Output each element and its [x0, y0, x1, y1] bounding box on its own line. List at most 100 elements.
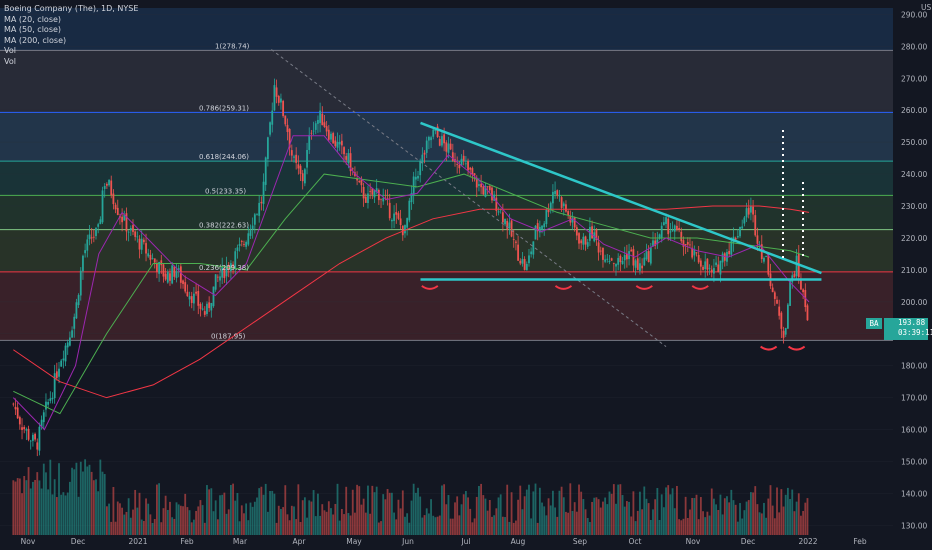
- candle-body: [541, 225, 543, 230]
- volume-bar: [32, 481, 34, 535]
- candle-body: [565, 204, 567, 212]
- candle-body: [682, 240, 685, 247]
- candle-body: [358, 180, 361, 183]
- candle-body: [177, 268, 180, 271]
- volume-bar: [760, 513, 763, 535]
- volume-bar: [190, 522, 193, 535]
- volume-bar: [151, 522, 154, 535]
- fib-zone-top: [0, 8, 893, 51]
- volume-bar: [299, 522, 302, 535]
- candle-body: [125, 213, 128, 232]
- y-tick-label: 170.00: [901, 394, 927, 403]
- candle-body: [602, 247, 604, 260]
- candle-body: [262, 181, 265, 204]
- legend-ma20[interactable]: MA (20, close): [4, 14, 62, 24]
- candle-body: [134, 231, 137, 237]
- volume-bar: [38, 480, 41, 535]
- candle-body: [784, 327, 787, 335]
- volume-bar: [673, 508, 676, 535]
- candle-body: [58, 368, 60, 377]
- volume-bar: [58, 463, 60, 535]
- volume-bar: [99, 459, 102, 535]
- legend-ma200[interactable]: MA (200, close): [4, 35, 67, 45]
- volume-bar: [179, 505, 182, 535]
- volume-bar: [536, 522, 539, 535]
- price-axis[interactable]: 290.00 280.00 270.00 260.00 250.00 240.00 230.…: [901, 3, 932, 530]
- volume-bar: [314, 516, 317, 535]
- volume-bar: [362, 498, 365, 535]
- volume-bar: [358, 486, 361, 535]
- symbol-badge: BA: [866, 318, 882, 329]
- volume-bar: [249, 502, 252, 535]
- candle-body: [129, 228, 132, 231]
- candle-body: [147, 253, 150, 257]
- candle-body: [221, 266, 224, 278]
- volume-bar: [264, 483, 267, 535]
- volume-bar: [741, 518, 744, 535]
- volume-bar: [16, 478, 19, 535]
- volume-bar: [71, 467, 73, 535]
- candle-body: [112, 193, 115, 205]
- volume-bar: [676, 485, 678, 535]
- volume-bar: [212, 511, 215, 535]
- volume-bar: [717, 509, 720, 535]
- volume-bar: [92, 480, 95, 535]
- volume-bar: [534, 483, 537, 535]
- y-tick-label: 210.00: [901, 266, 927, 275]
- candle-body: [617, 257, 620, 265]
- ma20-line: [12, 135, 810, 431]
- volume-bar: [173, 518, 176, 535]
- candle-body: [552, 191, 554, 204]
- x-tick-label: Sep: [573, 537, 587, 546]
- candle-body: [665, 217, 667, 224]
- legend-ma50[interactable]: MA (50, close): [4, 25, 62, 35]
- fib-zone: [0, 50, 893, 113]
- volume-bar: [66, 492, 69, 535]
- candle-body: [480, 183, 483, 188]
- volume-bar: [745, 501, 748, 535]
- volume-bar: [55, 497, 58, 535]
- volume-bar: [708, 515, 711, 535]
- y-tick-label: 260.00: [901, 106, 927, 115]
- bottom-arc: [691, 285, 709, 290]
- volume-bar: [782, 506, 785, 535]
- candle-body: [306, 149, 308, 168]
- volume-bar: [462, 494, 465, 535]
- volume-bar: [643, 486, 646, 535]
- volume-bar: [608, 491, 611, 535]
- legend-title[interactable]: Boeing Company (The), 1D, NYSE: [4, 4, 139, 13]
- volume-bar: [395, 519, 398, 535]
- volume-bar: [541, 502, 543, 535]
- volume-bar: [162, 508, 165, 535]
- candle-body: [462, 155, 465, 161]
- legend-vol-2[interactable]: Vol: [4, 56, 16, 66]
- volume-bar: [347, 513, 350, 535]
- candle-body: [451, 152, 454, 161]
- volume-bar: [697, 519, 700, 535]
- volume-bar: [584, 509, 587, 535]
- volume-bar: [763, 502, 765, 535]
- volume-bar: [689, 509, 691, 535]
- legend-vol-1[interactable]: Vol: [4, 46, 16, 56]
- candle-body: [739, 226, 741, 237]
- candle-body: [362, 186, 365, 199]
- volume-bar: [634, 521, 637, 535]
- volume-bar: [14, 481, 17, 535]
- volume-bar: [691, 497, 694, 535]
- candle-body: [515, 241, 517, 243]
- volume-bar: [678, 519, 681, 535]
- candle-body: [667, 218, 670, 235]
- candle-body: [343, 147, 345, 155]
- y-tick-label: 160.00: [901, 426, 927, 435]
- volume-bar: [277, 505, 280, 535]
- candle-body: [504, 218, 506, 225]
- volume-bar: [778, 512, 781, 535]
- candle-body: [421, 154, 424, 164]
- volume-bar: [804, 502, 807, 535]
- volume-bar: [251, 506, 254, 535]
- candle-body: [86, 239, 89, 251]
- time-axis[interactable]: Nov Dec 2021 Feb Mar Apr May Jun Jul Aug Sep Oct Nov…: [21, 537, 867, 546]
- volume-bar: [482, 495, 485, 535]
- volume-bar: [517, 499, 519, 535]
